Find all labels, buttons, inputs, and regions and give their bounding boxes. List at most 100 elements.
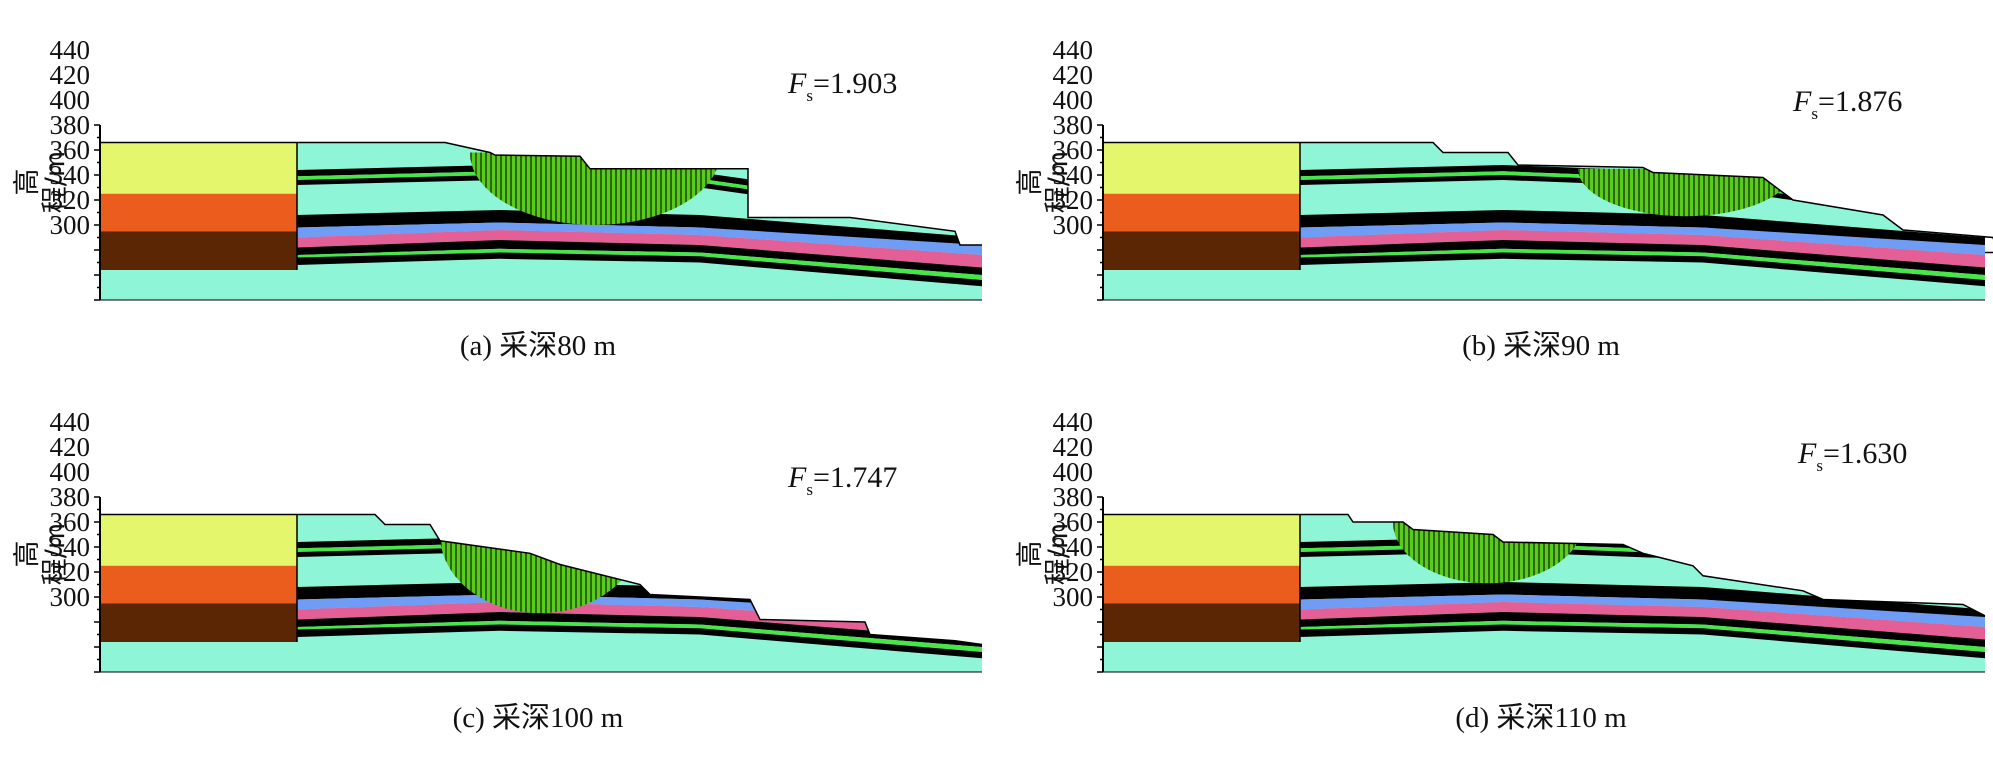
- y-tick-label: 360: [49, 507, 91, 537]
- stratum-band: [1300, 240, 1985, 275]
- yellow-block: [100, 514, 297, 566]
- safety-factor-label: Fs=1.630: [1798, 437, 1908, 476]
- slip-zone: [1578, 168, 1793, 217]
- ground-surface: [297, 513, 983, 646]
- stratum-band: [297, 175, 982, 228]
- y-tick-label: 420: [1052, 60, 1094, 90]
- y-tick-label: 360: [49, 135, 91, 165]
- y-tick-label: 340: [49, 532, 91, 562]
- y-tick-label: 340: [49, 160, 91, 190]
- stratum-band: [1300, 248, 1985, 280]
- y-tick-label: 320: [1052, 557, 1094, 587]
- y-tick-label: 320: [1052, 185, 1094, 215]
- stratum-band: [1300, 594, 1985, 627]
- slip-zone: [470, 152, 720, 225]
- y-tick-label: 320: [49, 557, 91, 587]
- stratum-band: [297, 230, 982, 268]
- section-plot-d: [1097, 496, 1986, 673]
- stratum-band: [1300, 230, 1985, 268]
- y-tick-label: 300: [1052, 210, 1094, 240]
- y-tick-label: 440: [1052, 35, 1094, 65]
- y-tick-label: 380: [1052, 482, 1094, 512]
- stratum-band: [1300, 252, 1985, 287]
- y-tick-label: 440: [49, 407, 91, 437]
- stratum-band: [297, 582, 982, 622]
- panel-b: 高程/m 440 420 400 380 360 340 320 300 Fs=…: [1003, 0, 1993, 380]
- panel-caption: (c) 采深100 m: [452, 702, 624, 734]
- section-plot-b: [1097, 124, 1993, 301]
- stratum-band: [297, 612, 982, 647]
- panel-caption: (a) 采深80 m: [459, 330, 617, 362]
- slope-strata: [1300, 142, 1985, 300]
- ground-surface: [1300, 513, 1986, 617]
- ground-surface: [1300, 141, 1993, 254]
- y-tick-label: 420: [1052, 432, 1094, 462]
- panel-caption: (d) 采深110 m: [1455, 702, 1627, 734]
- y-tick-label: 300: [49, 210, 91, 240]
- cyan-base-left: [100, 270, 297, 300]
- stratum-band: [297, 620, 982, 652]
- panel-a: 高程/m 440 420 400 380 360 340 320 300 Fs=…: [0, 0, 990, 380]
- y-tick-label: 400: [1052, 457, 1094, 487]
- stratum-band: [297, 222, 982, 255]
- stratum-band: [297, 624, 982, 659]
- y-tick-label: 320: [49, 185, 91, 215]
- slope-strata: [297, 142, 982, 300]
- orange-block: [1103, 193, 1300, 232]
- y-tick-label: 400: [49, 85, 91, 115]
- stratum-band: [1300, 543, 1985, 595]
- stratum-band: [1300, 210, 1985, 250]
- y-tick-label: 360: [1052, 507, 1094, 537]
- orange-block: [100, 565, 297, 604]
- y-tick-label: 340: [1052, 160, 1094, 190]
- safety-factor-label: Fs=1.747: [788, 461, 898, 500]
- stratum-band: [297, 594, 982, 627]
- stratum-band: [1300, 222, 1985, 255]
- stratum-band: [1300, 171, 1985, 223]
- stratum-band: [297, 248, 982, 280]
- y-tick-label: 380: [49, 482, 91, 512]
- brown-block: [100, 603, 297, 642]
- stratum-band: [1300, 582, 1985, 622]
- y-tick-label: 400: [1052, 85, 1094, 115]
- yellow-block: [1103, 142, 1300, 194]
- yellow-block: [100, 142, 297, 194]
- safety-factor-label: Fs=1.876: [1793, 85, 1903, 124]
- brown-block: [1103, 231, 1300, 270]
- stratum-band: [297, 547, 982, 600]
- brown-block: [100, 231, 297, 270]
- panel-d: 高程/m 440 420 400 380 360 340 320 300 Fs=…: [1003, 372, 1993, 752]
- stratum-band: [297, 543, 982, 595]
- panel-caption: (b) 采深90 m: [1462, 330, 1620, 362]
- y-tick-label: 300: [1052, 582, 1094, 612]
- yellow-block: [1103, 514, 1300, 566]
- orange-block: [100, 193, 297, 232]
- stratum-band: [1300, 624, 1985, 659]
- cyan-base-left: [1103, 270, 1300, 300]
- y-tick-label: 380: [1052, 110, 1094, 140]
- brown-block: [1103, 603, 1300, 642]
- panel-c: 高程/m 440 420 400 380 360 340 320 300 Fs=…: [0, 372, 990, 752]
- y-tick-label: 340: [1052, 532, 1094, 562]
- y-tick-label: 420: [49, 432, 91, 462]
- y-tick-label: 420: [49, 60, 91, 90]
- stratum-band: [297, 210, 982, 250]
- ground-surface: [297, 141, 982, 246]
- safety-factor-label: Fs=1.903: [788, 67, 898, 106]
- cyan-base-left: [1103, 642, 1300, 672]
- y-tick-label: 440: [49, 35, 91, 65]
- cyan-base-left: [100, 642, 297, 672]
- stratum-band: [1300, 612, 1985, 647]
- y-tick-label: 360: [1052, 135, 1094, 165]
- orange-block: [1103, 565, 1300, 604]
- stratum-band: [1300, 602, 1985, 640]
- section-plot-c: [94, 496, 983, 673]
- y-tick-label: 380: [49, 110, 91, 140]
- stratum-band: [297, 171, 982, 223]
- stratum-band: [1300, 175, 1985, 228]
- y-tick-label: 400: [49, 457, 91, 487]
- stratum-band: [297, 252, 982, 287]
- stratum-band: [1300, 547, 1985, 600]
- y-tick-label: 440: [1052, 407, 1094, 437]
- stratum-band: [297, 240, 982, 275]
